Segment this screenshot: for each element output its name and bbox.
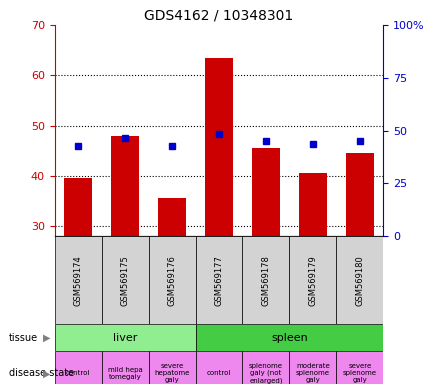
Bar bbox=[158, 199, 186, 236]
Bar bbox=[243, 351, 290, 384]
Bar bbox=[205, 58, 233, 236]
Bar bbox=[336, 236, 383, 324]
Text: liver: liver bbox=[113, 333, 138, 343]
Bar bbox=[55, 351, 102, 384]
Text: moderate
splenome
galy: moderate splenome galy bbox=[296, 363, 330, 384]
Bar bbox=[148, 236, 195, 324]
Text: control: control bbox=[207, 371, 231, 376]
Text: severe
hepatome
galy: severe hepatome galy bbox=[154, 363, 190, 384]
Text: splenome
galy (not
enlarged): splenome galy (not enlarged) bbox=[249, 363, 283, 384]
Bar bbox=[290, 351, 336, 384]
Bar bbox=[148, 351, 195, 384]
Text: GSM569177: GSM569177 bbox=[215, 255, 223, 306]
Bar bbox=[336, 351, 383, 384]
Text: GSM569179: GSM569179 bbox=[308, 255, 318, 306]
Text: ▶: ▶ bbox=[43, 333, 50, 343]
Text: disease state: disease state bbox=[9, 368, 74, 379]
Bar bbox=[102, 236, 148, 324]
Text: GSM569175: GSM569175 bbox=[120, 255, 130, 306]
Text: GSM569180: GSM569180 bbox=[355, 255, 364, 306]
Bar bbox=[195, 236, 243, 324]
Text: ▶: ▶ bbox=[43, 368, 50, 379]
Text: severe
splenome
galy: severe splenome galy bbox=[343, 363, 377, 384]
Bar bbox=[111, 136, 139, 236]
Bar bbox=[102, 351, 148, 384]
Text: GSM569178: GSM569178 bbox=[261, 255, 270, 306]
Text: GSM569174: GSM569174 bbox=[74, 255, 83, 306]
Text: tissue: tissue bbox=[9, 333, 38, 343]
Text: spleen: spleen bbox=[271, 333, 308, 343]
Bar bbox=[299, 173, 327, 236]
Bar bbox=[252, 148, 280, 236]
Bar bbox=[243, 236, 290, 324]
Bar bbox=[195, 324, 383, 351]
Bar bbox=[290, 236, 336, 324]
Bar bbox=[55, 236, 102, 324]
Text: GSM569176: GSM569176 bbox=[168, 255, 177, 306]
Bar bbox=[346, 153, 374, 236]
Bar bbox=[195, 351, 243, 384]
Bar bbox=[55, 324, 195, 351]
Bar bbox=[64, 178, 92, 236]
Text: control: control bbox=[66, 371, 90, 376]
Text: mild hepa
tomegaly: mild hepa tomegaly bbox=[108, 367, 142, 380]
Title: GDS4162 / 10348301: GDS4162 / 10348301 bbox=[145, 8, 293, 22]
